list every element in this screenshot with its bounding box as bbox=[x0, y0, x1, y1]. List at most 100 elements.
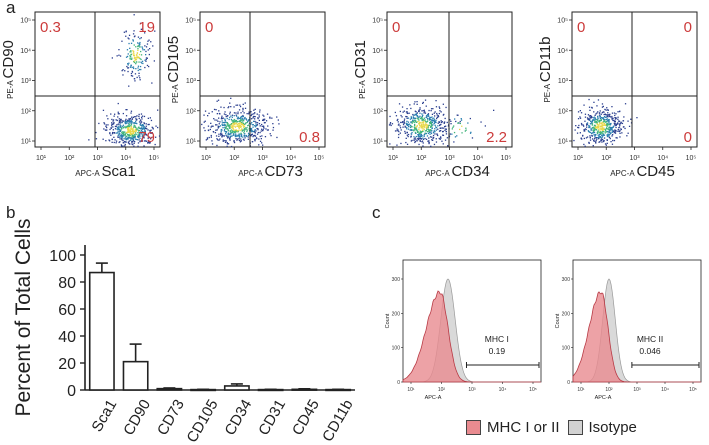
event-dot bbox=[231, 125, 233, 128]
event-dot bbox=[439, 127, 441, 129]
event-dot bbox=[129, 66, 132, 68]
event-dot bbox=[592, 119, 594, 121]
event-dot bbox=[415, 113, 417, 116]
event-dot bbox=[596, 120, 598, 123]
event-dot bbox=[413, 136, 415, 138]
event-dot bbox=[127, 119, 129, 121]
event-dot bbox=[121, 70, 123, 72]
event-dot bbox=[242, 115, 244, 118]
event-dot bbox=[117, 132, 119, 134]
event-dot bbox=[590, 123, 592, 125]
y-tick-label: 10⁴ bbox=[557, 48, 568, 55]
event-dot bbox=[422, 121, 424, 123]
x-tick-label-CD73: CD73 bbox=[154, 397, 188, 439]
event-dot bbox=[117, 127, 120, 129]
event-dot bbox=[151, 136, 153, 139]
event-dot bbox=[240, 123, 242, 126]
event-dot bbox=[128, 124, 130, 127]
event-dot bbox=[434, 131, 436, 133]
event-dot bbox=[577, 111, 580, 113]
event-dot bbox=[118, 54, 120, 56]
event-dot bbox=[580, 122, 583, 125]
event-dot bbox=[225, 132, 227, 135]
event-dot bbox=[133, 53, 135, 55]
event-dot bbox=[128, 123, 131, 125]
event-dot bbox=[126, 138, 128, 141]
event-dot bbox=[229, 113, 231, 115]
panel-label-a: a bbox=[6, 0, 16, 17]
event-dot bbox=[442, 143, 444, 145]
event-dot bbox=[609, 116, 611, 118]
event-dot bbox=[627, 132, 629, 134]
event-dot bbox=[122, 125, 124, 127]
event-dot bbox=[594, 128, 596, 130]
event-dot bbox=[597, 127, 599, 129]
event-dot bbox=[119, 129, 121, 131]
event-dot bbox=[441, 121, 443, 123]
event-dot bbox=[135, 68, 137, 70]
event-dot bbox=[254, 140, 256, 142]
event-dot bbox=[601, 129, 604, 131]
event-dot bbox=[235, 120, 237, 122]
event-dot bbox=[139, 133, 141, 135]
event-dot bbox=[416, 125, 418, 128]
event-dot bbox=[208, 112, 210, 114]
event-dot bbox=[224, 130, 226, 133]
event-dot bbox=[145, 127, 147, 129]
event-dot bbox=[121, 145, 123, 147]
event-dot bbox=[416, 113, 418, 115]
event-dot bbox=[229, 127, 231, 129]
event-dot bbox=[240, 120, 242, 122]
event-dot bbox=[430, 117, 432, 119]
event-dot bbox=[615, 117, 617, 119]
event-dot bbox=[231, 135, 233, 137]
event-dot bbox=[127, 134, 129, 136]
event-dot bbox=[232, 132, 234, 134]
event-dot bbox=[611, 135, 613, 137]
event-dot bbox=[235, 123, 237, 125]
x-axis-prefix: APC-A bbox=[75, 169, 101, 178]
event-dot bbox=[416, 101, 418, 103]
event-dot bbox=[254, 134, 256, 137]
event-dot bbox=[261, 128, 263, 130]
event-dot bbox=[229, 116, 231, 119]
event-dot bbox=[614, 124, 616, 127]
event-dot bbox=[258, 123, 261, 125]
event-dot bbox=[246, 127, 248, 129]
event-dot bbox=[396, 144, 398, 146]
event-dot bbox=[431, 139, 433, 141]
event-dot bbox=[240, 112, 242, 114]
event-dot bbox=[609, 123, 611, 125]
event-dot bbox=[122, 134, 125, 136]
event-dot bbox=[615, 123, 617, 125]
event-dot bbox=[244, 102, 246, 104]
event-dot bbox=[594, 114, 596, 116]
event-dot bbox=[150, 132, 152, 134]
event-dot bbox=[598, 121, 601, 123]
event-dot bbox=[606, 107, 608, 109]
event-dot bbox=[118, 136, 120, 138]
event-dot bbox=[595, 120, 597, 122]
event-dot bbox=[636, 117, 638, 119]
event-dot bbox=[391, 123, 394, 125]
event-dot bbox=[432, 134, 435, 137]
y-tick-label: 10¹ bbox=[558, 139, 569, 146]
event-dot bbox=[596, 125, 598, 127]
x-axis-marker: Sca1 bbox=[102, 163, 136, 180]
event-dot bbox=[421, 127, 423, 129]
x-tick-label: 10¹ bbox=[577, 387, 585, 393]
event-dot bbox=[439, 130, 441, 132]
event-dot bbox=[584, 145, 586, 147]
event-dot bbox=[406, 120, 408, 122]
event-dot bbox=[237, 113, 239, 115]
event-dot bbox=[233, 106, 235, 108]
event-dot bbox=[117, 111, 119, 113]
event-dot bbox=[125, 131, 128, 134]
event-dot bbox=[600, 139, 602, 141]
event-dot bbox=[223, 121, 225, 124]
event-dot bbox=[595, 141, 597, 143]
event-dot bbox=[608, 128, 610, 131]
event-dot bbox=[154, 143, 156, 146]
event-dot bbox=[598, 131, 600, 134]
event-dot bbox=[428, 115, 430, 117]
